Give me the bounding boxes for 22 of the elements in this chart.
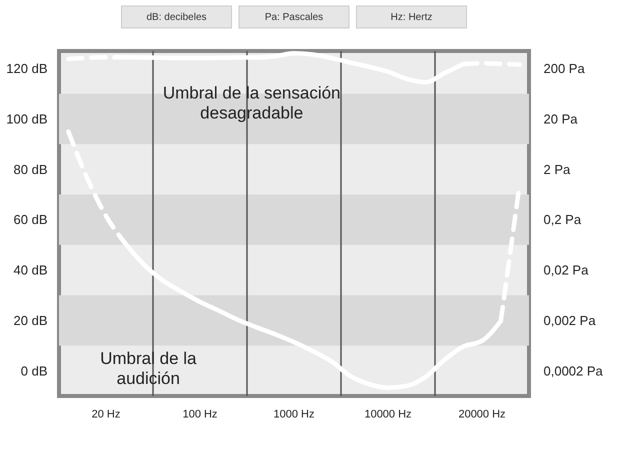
- text: dB: decibeles: [146, 12, 207, 23]
- x-tick-label: 100 Hz: [182, 408, 218, 420]
- y2-tick-label: 0,2 Pa: [544, 212, 582, 228]
- y2-tick-label: 200 Pa: [544, 61, 586, 76]
- y2-tick-label: 2 Pa: [544, 162, 572, 177]
- y-tick-label: 120 dB: [6, 61, 48, 76]
- y-tick-label: 20 dB: [14, 312, 48, 328]
- y2-tick-label: 0,02 Pa: [544, 262, 590, 278]
- y-tick-label: 100 dB: [6, 111, 48, 126]
- y2-tick-label: 0,002 Pa: [544, 312, 596, 328]
- y2-tick-label: 0,0002 Pa: [544, 363, 604, 378]
- x-tick-label: 10000 Hz: [364, 408, 412, 420]
- y-tick-label: 80 dB: [14, 162, 48, 177]
- text: Hz: Hertz: [390, 12, 432, 23]
- y-tick-label: 40 dB: [14, 262, 48, 278]
- y-tick-label: 60 dB: [14, 212, 48, 228]
- x-tick-label: 20 Hz: [92, 408, 120, 420]
- x-tick-label: 20000 Hz: [458, 408, 506, 420]
- text: Pa: Pascales: [264, 12, 324, 23]
- y2-tick-label: 20 Pa: [544, 111, 578, 126]
- y-tick-label: 0 dB: [20, 363, 48, 378]
- x-tick-label: 1000 Hz: [274, 408, 314, 420]
